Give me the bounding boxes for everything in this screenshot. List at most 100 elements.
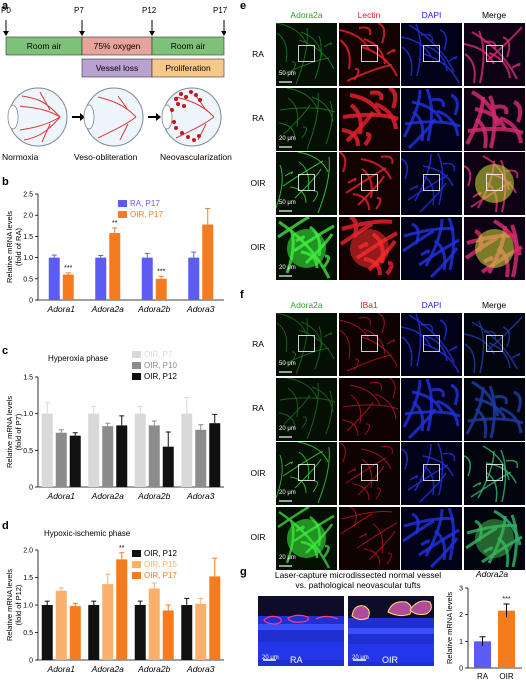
- panel-label-a: a: [2, 0, 9, 12]
- y-tick-label: 1: [459, 639, 463, 646]
- scalebar-label: 20 μm: [279, 554, 296, 561]
- panel-label-d: d: [2, 520, 9, 532]
- bar: [134, 413, 146, 487]
- legend-label: OIR, P17: [130, 210, 163, 219]
- bar: [109, 233, 121, 300]
- row-label: RA: [252, 113, 264, 123]
- micrograph-cell: [338, 506, 400, 570]
- micrograph-cell: [463, 152, 525, 215]
- bar: [195, 429, 207, 487]
- bar: [41, 413, 53, 487]
- bar: [209, 576, 221, 660]
- micrograph-cell: [338, 23, 400, 86]
- phase-oxygen-label: 75% oxygen: [93, 41, 141, 51]
- y-tick-label: 2.0: [23, 213, 33, 220]
- y-tick-label: 2: [459, 612, 463, 619]
- micrograph-cell: [338, 313, 400, 376]
- micrograph-cell: [463, 87, 525, 151]
- lcm-scalebar-oir: 20 μm: [352, 655, 369, 661]
- x-tick-label: Adora2a: [91, 304, 124, 314]
- bar: [181, 605, 193, 660]
- significance-label: ***: [157, 268, 165, 275]
- chart-d: 0 0.5 1.0 1.5 2.0 Relative mRNA levels (fold o…: [5, 529, 224, 674]
- scalebar-label: 20 μm: [279, 264, 296, 271]
- x-tick-label: Adora1: [47, 491, 76, 501]
- chart-g: Adora2a 0 1 2 3 Relative mRNA levels RA OIR ***: [445, 569, 522, 681]
- stage-proliferation-label: Proliferation: [165, 63, 211, 73]
- row-label: OIR: [250, 242, 266, 252]
- y-tick-label: 0: [29, 485, 33, 492]
- stage-proliferation: [151, 58, 225, 78]
- bar: [148, 588, 160, 660]
- legend-label: OIR, P15: [144, 560, 177, 569]
- y-tick-label: 0: [29, 298, 33, 305]
- significance-label: ***: [64, 265, 72, 272]
- legend-swatch: [132, 550, 141, 557]
- bar: [134, 605, 146, 660]
- bar: [188, 257, 200, 300]
- col-header: Lectin: [357, 10, 381, 20]
- y-tick-label: 2.5: [23, 192, 33, 199]
- tick-p0: P0: [1, 6, 11, 15]
- bar: [48, 257, 60, 300]
- legend-label: OIR, P10: [144, 361, 177, 370]
- bar: [88, 605, 100, 660]
- col-header: DAPI: [421, 300, 442, 310]
- bar: [148, 425, 160, 487]
- eye-normoxia: [7, 87, 68, 147]
- bar: [474, 641, 491, 668]
- micrograph-cell: [401, 313, 462, 376]
- eye-label-neo: Neovascularization: [160, 152, 232, 162]
- lcm-image-ra: [258, 596, 344, 666]
- micrograph-cell: [463, 313, 525, 376]
- eye-label-normoxia: Normoxia: [2, 152, 39, 162]
- y-tick-label: 2.0: [23, 548, 33, 555]
- bar: [95, 257, 107, 300]
- bar: [69, 435, 81, 487]
- panel-label-b: b: [2, 176, 9, 188]
- bar: [155, 278, 167, 300]
- scalebar-label: 50 μm: [279, 361, 296, 367]
- micrograph-cell: [338, 152, 400, 215]
- chart-c: 0 0.5 1.0 1.5 Relative mRNA levels (fold of P…: [5, 350, 224, 501]
- y-axis-label: (fold of P12): [14, 584, 23, 625]
- legend-label: OIR, P17: [144, 571, 177, 580]
- micrograph-cell: [463, 216, 525, 280]
- lcm-label-oir: OIR: [382, 655, 399, 665]
- micrograph-cell: [276, 216, 337, 280]
- scalebar-label: 20 μm: [279, 135, 296, 142]
- row-label: OIR: [250, 467, 266, 478]
- x-tick-label: OIR: [499, 672, 513, 681]
- x-tick-label: Adora1: [47, 664, 76, 674]
- legend-swatch: [118, 200, 127, 207]
- y-tick-label: 0.5: [23, 630, 33, 637]
- legend-swatch: [132, 351, 141, 358]
- legend-label: OIR, P7: [144, 350, 173, 359]
- row-label: OIR: [250, 532, 266, 542]
- bar: [202, 224, 214, 300]
- lcm-caption-line2: vs. pathological neovascular tufts: [295, 580, 421, 590]
- micrograph-cell: [338, 87, 400, 151]
- micrograph-cell: [338, 442, 400, 505]
- row-label: RA: [252, 48, 264, 59]
- micrograph-cell: [401, 152, 462, 215]
- y-tick-label: 0.5: [23, 276, 33, 283]
- bar: [69, 606, 81, 660]
- panel-label-f: f: [240, 289, 244, 301]
- significance-label: ***: [502, 596, 510, 603]
- x-tick-label: Adora2b: [137, 491, 170, 501]
- y-axis-label: (fold of P7): [14, 413, 23, 450]
- micrograph-cell: [338, 216, 400, 280]
- legend-label: OIR, P12: [144, 372, 177, 381]
- significance-label: **: [112, 220, 118, 227]
- y-tick-label: 0.5: [23, 448, 33, 455]
- x-tick-label: Adora2b: [137, 304, 170, 314]
- legend-label: OIR, P12: [144, 549, 177, 558]
- bar: [88, 413, 100, 487]
- chart-title: Adora2a: [475, 569, 508, 579]
- lcm-caption: Laser-capture microdissected normal vess…: [258, 570, 458, 590]
- panel-label-c: c: [2, 345, 9, 357]
- micrograph-cell: [276, 442, 337, 505]
- legend-swatch: [118, 211, 127, 218]
- y-tick-label: 0: [29, 658, 33, 665]
